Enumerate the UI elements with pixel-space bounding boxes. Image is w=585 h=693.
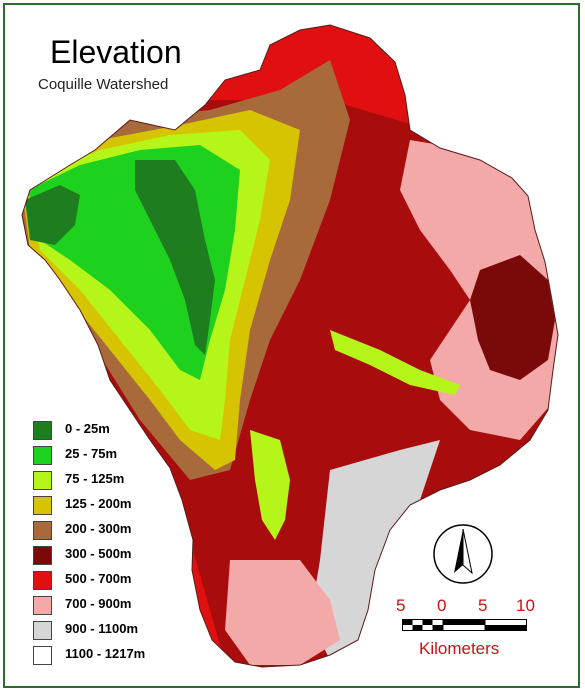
north-arrow-icon	[433, 524, 493, 584]
zone-75-125m-east-valley	[330, 330, 460, 395]
legend-swatch	[33, 596, 52, 615]
scale-tick-label: 0	[437, 596, 447, 615]
legend-label: 125 - 200m	[65, 496, 132, 511]
map-subtitle: Coquille Watershed	[38, 76, 169, 93]
legend-swatch	[33, 446, 52, 465]
legend-label: 0 - 25m	[65, 421, 110, 436]
legend-swatch	[33, 646, 52, 665]
scale-unit-label: Kilometers	[419, 639, 500, 658]
legend-label: 1100 - 1217m	[65, 646, 146, 661]
scale-bar	[402, 619, 527, 631]
legend-label: 300 - 500m	[65, 546, 132, 561]
zone-0-25m-valley	[135, 160, 215, 355]
scale-tick-label: 5	[396, 596, 406, 615]
legend-swatch	[33, 571, 52, 590]
legend-label: 200 - 300m	[65, 521, 132, 536]
legend-swatch	[33, 621, 52, 640]
scale-tick-label: 10	[516, 596, 535, 615]
scale-bar-segment	[422, 619, 433, 625]
scale-bar-segment	[412, 625, 423, 631]
scale-tick-label: 5	[478, 596, 488, 615]
zone-0-25m-west	[25, 185, 80, 245]
legend-label: 500 - 700m	[65, 571, 132, 586]
north-arrow-right-half	[462, 528, 473, 575]
zone-700-900m-south	[225, 560, 340, 665]
scale-bar-segment	[485, 625, 527, 631]
legend-swatch	[33, 521, 52, 540]
legend-swatch	[33, 546, 52, 565]
legend-label: 75 - 125m	[65, 471, 125, 486]
legend-label: 700 - 900m	[65, 596, 132, 611]
zone-900-1100m	[310, 440, 440, 660]
legend-label: 900 - 1100m	[65, 621, 139, 636]
legend-swatch	[33, 496, 52, 515]
legend-swatch	[33, 421, 52, 440]
scale-tick-labels: 5 0 5 10	[393, 596, 543, 616]
watershed-boundary	[21, 24, 559, 668]
scale-bar-segment	[432, 625, 443, 631]
north-arrow-left-half	[454, 529, 463, 573]
legend-swatch	[33, 471, 52, 490]
scale-bar-segment	[443, 619, 485, 625]
zone-300-500m-east	[470, 255, 555, 380]
map-title: Elevation	[50, 34, 182, 70]
scale-bar-segment	[402, 619, 413, 625]
legend-label: 25 - 75m	[65, 446, 118, 461]
zone-75-125m-south	[250, 430, 290, 540]
